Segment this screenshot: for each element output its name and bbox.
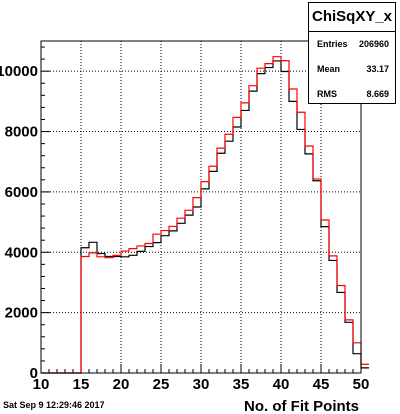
histogram-series-2 xyxy=(41,56,369,374)
x-tick-label: 45 xyxy=(313,376,330,393)
y-tick-label: 8000 xyxy=(5,124,38,141)
plot-frame xyxy=(40,40,362,374)
stats-label: RMS xyxy=(317,89,337,99)
stats-label: Entries xyxy=(317,39,348,49)
y-tick-label: 0 xyxy=(30,365,38,382)
stats-row-entries: Entries 206960 xyxy=(309,32,395,57)
stats-row-rms: RMS 8.669 xyxy=(309,82,395,107)
stats-value: 33.17 xyxy=(366,64,389,74)
x-axis-label: No. of Fit Points xyxy=(244,398,359,414)
x-tick-label: 30 xyxy=(193,376,210,393)
stats-row-mean: Mean 33.17 xyxy=(309,57,395,82)
datestamp: Sat Sep 9 12:29:46 2017 xyxy=(3,400,105,410)
x-tick-label: 35 xyxy=(233,376,250,393)
x-tick-label: 50 xyxy=(353,376,370,393)
tick-labels: 10 15 20 25 30 35 40 45 50 0 2000 4000 6000 8000 10000 xyxy=(0,63,369,393)
x-tick-label: 10 xyxy=(33,376,50,393)
histogram-series-1 xyxy=(41,60,369,374)
stats-value: 206960 xyxy=(358,39,389,49)
stats-value: 8.669 xyxy=(366,89,389,99)
y-tick-label: 6000 xyxy=(5,184,38,201)
stats-title: ChiSqXY_x xyxy=(309,3,395,32)
y-tick-label: 2000 xyxy=(5,305,38,322)
stats-label: Mean xyxy=(317,64,341,74)
x-tick-label: 40 xyxy=(273,376,290,393)
x-tick-label: 25 xyxy=(153,376,170,393)
x-tick-label: 15 xyxy=(73,376,90,393)
stats-box: ChiSqXY_x Entries 206960 Mean 33.17 RMS … xyxy=(308,2,396,104)
y-tick-label: 10000 xyxy=(0,63,38,80)
x-tick-label: 20 xyxy=(113,376,130,393)
histogram-series xyxy=(41,56,369,374)
y-tick-label: 4000 xyxy=(5,244,38,261)
